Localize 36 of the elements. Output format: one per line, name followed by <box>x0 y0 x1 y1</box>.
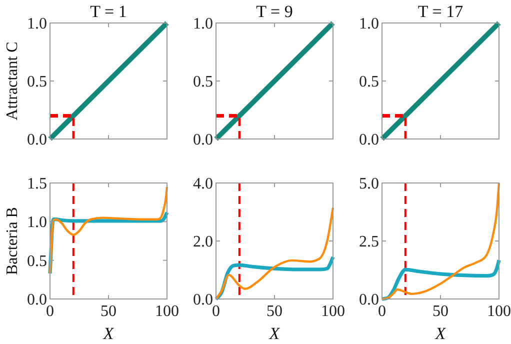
x-tick-label: 100 <box>321 303 345 320</box>
y-tick-label: 1.5 <box>27 176 47 192</box>
x-tick-label: 0 <box>212 303 220 320</box>
x-tick-label: 100 <box>487 303 511 320</box>
y-tick-label: 5.0 <box>359 176 379 192</box>
y-tick-label: 4.0 <box>193 176 213 192</box>
chart-title: T = 17 <box>418 2 464 21</box>
y-tick-label: 0.5 <box>193 74 213 90</box>
x-axis-title: X <box>268 324 280 343</box>
x-tick-label: 0 <box>46 303 54 320</box>
x-tick-label: 50 <box>432 303 448 320</box>
y-tick-label: 2.0 <box>193 234 213 250</box>
y-tick-label: 0.0 <box>193 132 213 148</box>
y-tick-label: 0.0 <box>359 132 379 148</box>
y-tick-label: 1.0 <box>27 214 47 232</box>
y-tick-label: 0.5 <box>27 74 47 90</box>
x-tick-label: 50 <box>266 303 282 320</box>
y-tick-label: 0.0 <box>27 292 47 308</box>
y-tick-label: 0.0 <box>27 132 47 148</box>
y-tick-label: 0.5 <box>27 252 47 270</box>
chart-title: T = 1 <box>90 2 127 21</box>
x-tick-label: 100 <box>155 303 179 320</box>
y-axis-title: Attractant C <box>4 42 21 120</box>
y-axis-title: Bacteria B <box>4 207 21 275</box>
chart-title: T = 9 <box>256 2 293 21</box>
x-tick-label: 50 <box>100 303 116 320</box>
y-tick-label: 2.5 <box>359 234 379 250</box>
y-tick-label: 0.5 <box>359 74 379 90</box>
y-tick-label: 1.0 <box>27 16 47 32</box>
y-tick-label: 0.0 <box>193 292 213 308</box>
x-axis-title: X <box>434 324 446 343</box>
y-tick-label: 1.0 <box>359 16 379 32</box>
y-tick-label: 0.0 <box>359 292 379 308</box>
x-axis-title: X <box>102 324 114 343</box>
y-tick-label: 1.0 <box>193 16 213 32</box>
x-tick-label: 0 <box>378 303 386 320</box>
